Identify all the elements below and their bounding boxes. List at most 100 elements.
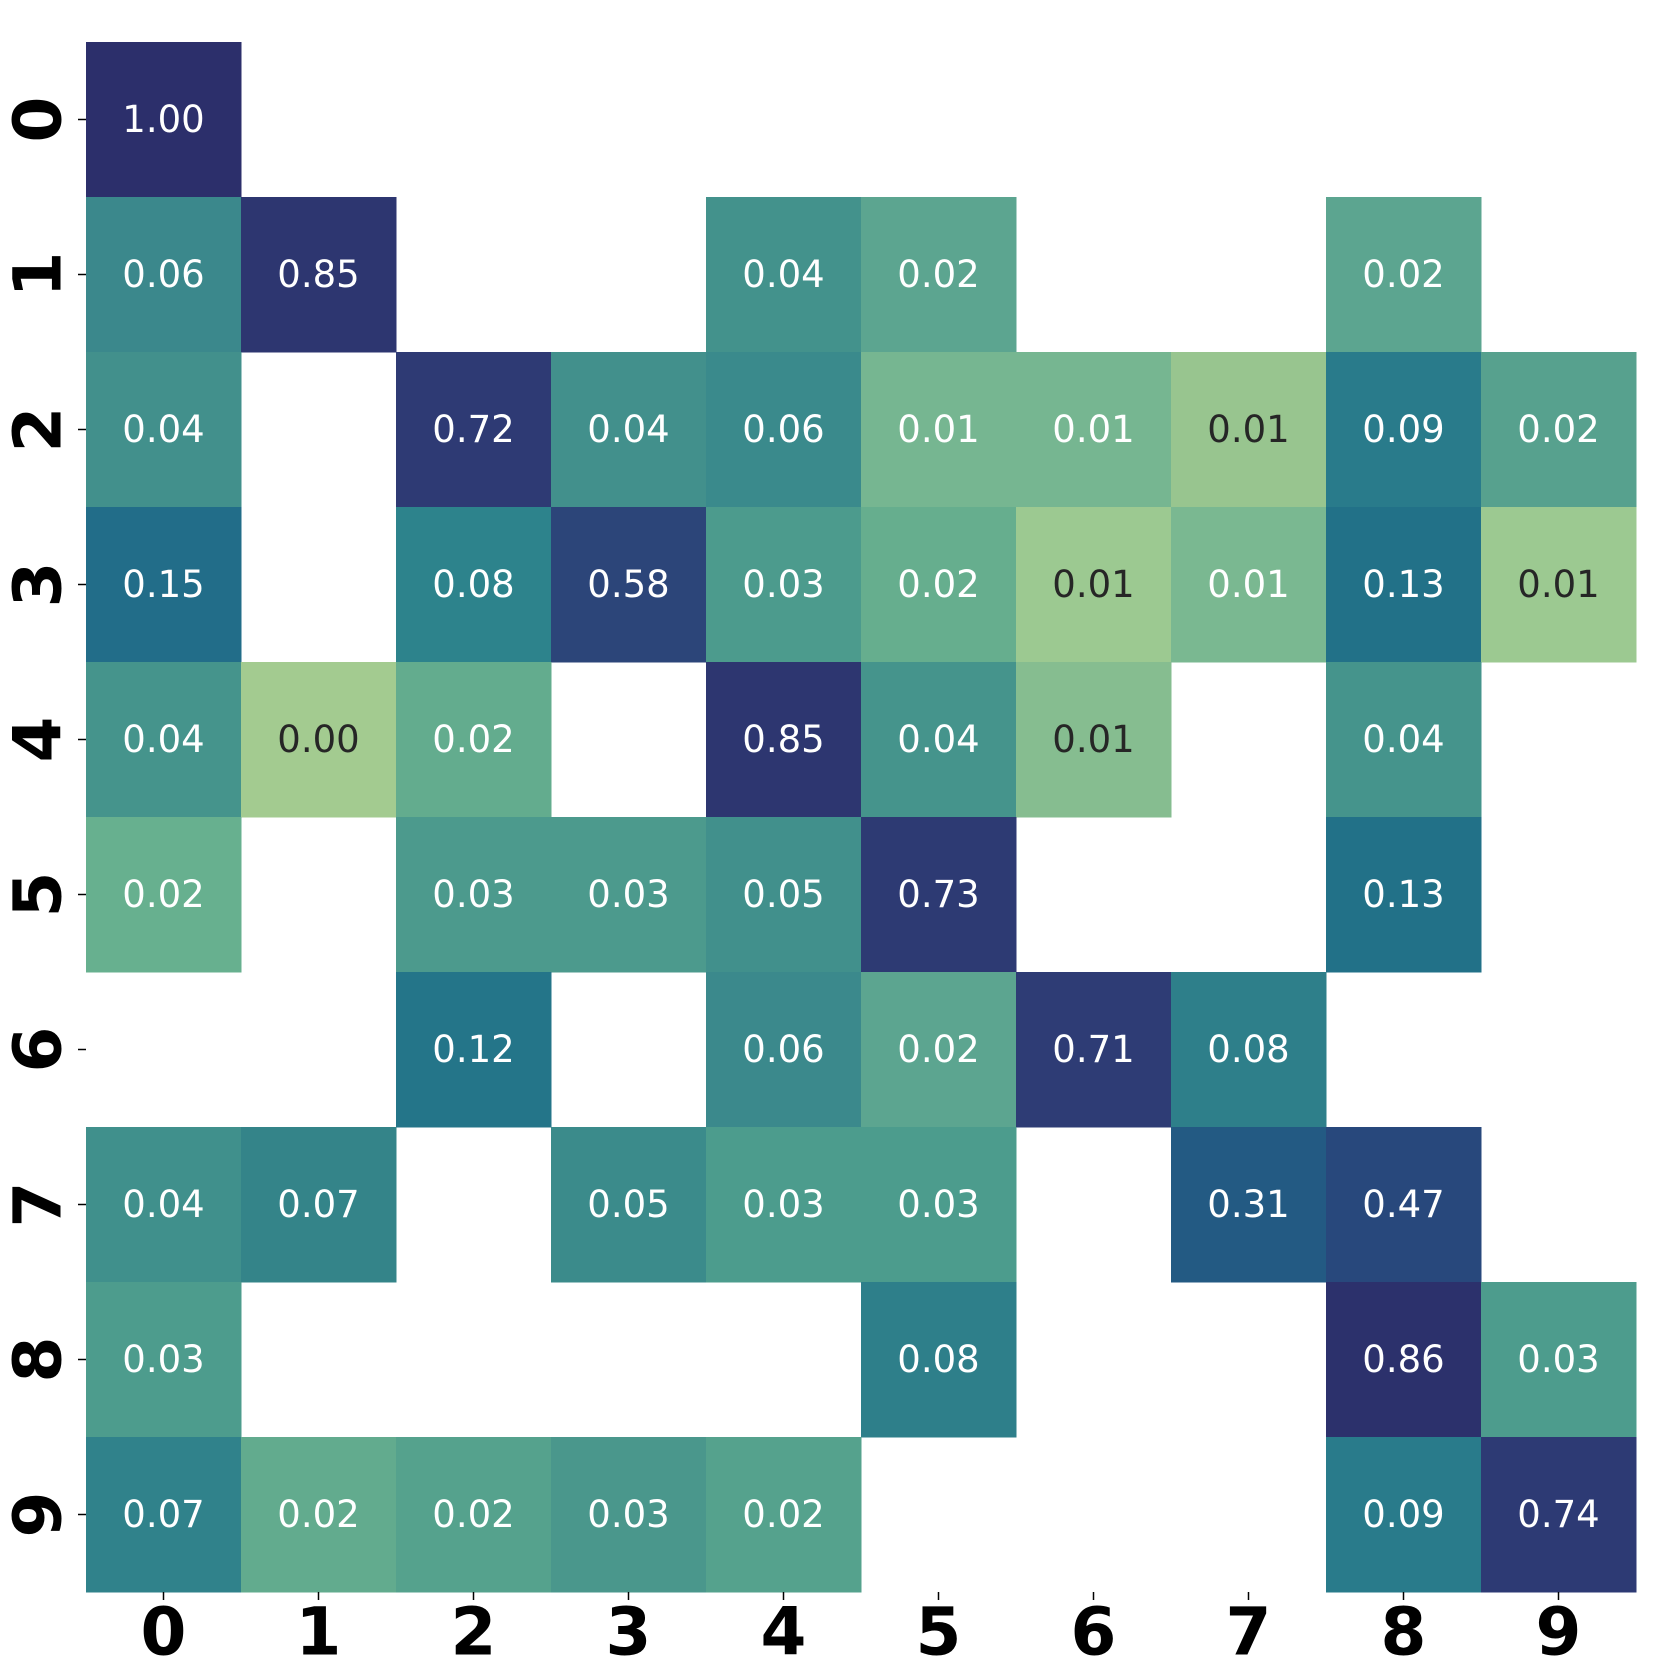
heatmap-cell <box>1481 352 1637 508</box>
cell-label: 0.72 <box>432 408 514 451</box>
heatmap-cell <box>706 1127 862 1283</box>
cell-label: 0.58 <box>587 563 669 606</box>
heatmap-cell <box>706 817 862 973</box>
cell-label: 0.02 <box>897 563 979 606</box>
heatmap-cell <box>241 662 397 818</box>
cell-label: 0.01 <box>1052 718 1134 761</box>
heatmap-cell <box>1171 972 1327 1128</box>
cell-label: 0.04 <box>742 253 824 296</box>
heatmap-cell <box>86 662 242 818</box>
y-tick-label: 5 <box>0 872 77 918</box>
cell-label: 0.04 <box>587 408 669 451</box>
cell-label: 0.09 <box>1362 1493 1444 1536</box>
heatmap-cell <box>1481 507 1637 663</box>
cell-label: 0.04 <box>122 718 204 761</box>
y-tick-label: 6 <box>0 1027 77 1073</box>
cell-label: 0.04 <box>122 408 204 451</box>
heatmap-cell <box>1171 352 1327 508</box>
cell-label: 0.03 <box>432 873 514 916</box>
y-tick-label: 4 <box>0 717 77 763</box>
heatmap-cell <box>551 817 707 973</box>
cell-label: 0.85 <box>742 718 824 761</box>
cell-label: 0.73 <box>897 873 979 916</box>
cell-label: 0.12 <box>432 1028 514 1071</box>
heatmap-cell <box>86 352 242 508</box>
heatmap-cell <box>706 662 862 818</box>
cell-label: 0.85 <box>277 253 359 296</box>
x-tick-label: 4 <box>761 1594 807 1661</box>
y-tick-label: 1 <box>0 252 77 298</box>
cell-label: 0.06 <box>742 408 824 451</box>
cell-label: 0.01 <box>1052 563 1134 606</box>
heatmap-cell <box>396 972 552 1128</box>
x-tick-label: 2 <box>451 1594 497 1661</box>
x-tick-label: 3 <box>606 1594 652 1661</box>
x-tick-label: 6 <box>1071 1594 1117 1661</box>
heatmap-cell <box>706 972 862 1128</box>
heatmap-cell <box>861 662 1017 818</box>
cell-label: 0.03 <box>742 1183 824 1226</box>
y-tick-label: 9 <box>0 1492 77 1538</box>
heatmap-cell <box>1326 197 1482 353</box>
heatmap-cell <box>706 507 862 663</box>
x-tick-label: 0 <box>141 1594 187 1661</box>
heatmap-cell <box>241 1127 397 1283</box>
cell-label: 0.13 <box>1362 563 1444 606</box>
heatmap-cell <box>1016 972 1172 1128</box>
heatmap-cell <box>86 1282 242 1438</box>
cell-label: 0.03 <box>587 1493 669 1536</box>
cell-label: 0.02 <box>1362 253 1444 296</box>
heatmap-cell <box>86 42 242 198</box>
cell-label: 0.31 <box>1207 1183 1289 1226</box>
x-tick-label: 1 <box>296 1594 342 1661</box>
cell-label: 0.03 <box>742 563 824 606</box>
heatmap-cell <box>1326 507 1482 663</box>
heatmap-cell <box>551 1437 707 1593</box>
heatmap-cell <box>1326 662 1482 818</box>
heatmap-cell <box>1326 817 1482 973</box>
y-tick-label: 8 <box>0 1337 77 1383</box>
x-tick-label: 5 <box>916 1594 962 1661</box>
x-tick-label: 9 <box>1536 1594 1582 1661</box>
cell-label: 0.02 <box>122 873 204 916</box>
cell-label: 0.08 <box>432 563 514 606</box>
cell-label: 0.02 <box>432 1493 514 1536</box>
heatmap-cell <box>396 1437 552 1593</box>
heatmap-cell <box>861 197 1017 353</box>
heatmap-cell <box>551 1127 707 1283</box>
cell-label: 0.03 <box>1517 1338 1599 1381</box>
cell-label: 0.06 <box>122 253 204 296</box>
heatmap-cell <box>1481 1282 1637 1438</box>
heatmap-cell <box>86 1127 242 1283</box>
cell-label: 0.02 <box>432 718 514 761</box>
heatmap-cell <box>706 352 862 508</box>
heatmap-cell <box>706 197 862 353</box>
heatmap-cell <box>861 1282 1017 1438</box>
heatmap-cell <box>1481 1437 1637 1593</box>
cell-label: 0.00 <box>277 718 359 761</box>
cell-label: 0.15 <box>122 563 204 606</box>
heatmap-cell <box>396 817 552 973</box>
cell-label: 0.86 <box>1362 1338 1444 1381</box>
cell-label: 0.06 <box>742 1028 824 1071</box>
cell-label: 0.02 <box>897 1028 979 1071</box>
x-tick-label: 8 <box>1381 1594 1427 1661</box>
heatmap-cell <box>396 507 552 663</box>
cell-label: 0.04 <box>122 1183 204 1226</box>
cell-label: 0.03 <box>122 1338 204 1381</box>
heatmap-cell <box>396 662 552 818</box>
heatmap-cell <box>86 507 242 663</box>
heatmap-cell <box>1326 352 1482 508</box>
cell-label: 0.01 <box>897 408 979 451</box>
cell-label: 0.02 <box>897 253 979 296</box>
cell-label: 0.08 <box>1207 1028 1289 1071</box>
heatmap-cell <box>551 352 707 508</box>
y-tick-label: 2 <box>0 407 77 453</box>
cell-label: 0.08 <box>897 1338 979 1381</box>
cell-label: 0.05 <box>587 1183 669 1226</box>
cell-label: 0.71 <box>1052 1028 1134 1071</box>
heatmap-cell <box>1326 1282 1482 1438</box>
cell-label: 0.09 <box>1362 408 1444 451</box>
cell-label: 0.02 <box>277 1493 359 1536</box>
cell-label: 0.01 <box>1207 563 1289 606</box>
